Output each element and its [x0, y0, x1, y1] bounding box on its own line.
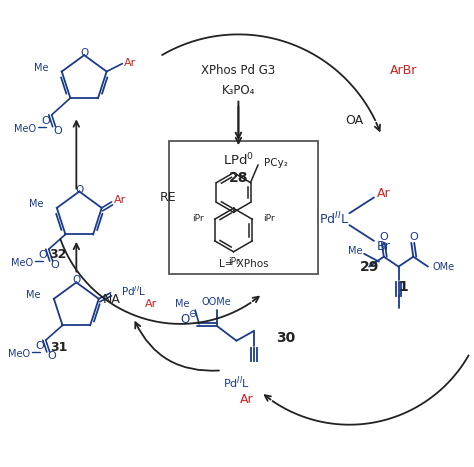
- Text: O: O: [53, 126, 62, 135]
- Text: O: O: [72, 276, 81, 285]
- Text: Pd$^{II}$L: Pd$^{II}$L: [223, 375, 250, 391]
- Text: Ar: Ar: [239, 392, 253, 405]
- Text: iPr: iPr: [228, 257, 239, 266]
- Text: Br: Br: [377, 241, 391, 253]
- Text: Ar: Ar: [113, 195, 126, 205]
- Text: Me: Me: [28, 199, 43, 209]
- Text: RE: RE: [159, 191, 176, 204]
- Text: Me: Me: [348, 246, 362, 256]
- Text: ArBr: ArBr: [390, 64, 417, 78]
- Text: iPr: iPr: [192, 214, 204, 223]
- Text: 1: 1: [399, 280, 408, 294]
- Text: O: O: [41, 116, 50, 126]
- Text: 28: 28: [228, 170, 248, 184]
- Text: O: O: [181, 313, 190, 326]
- FancyBboxPatch shape: [169, 141, 318, 274]
- Text: Me: Me: [26, 290, 40, 300]
- Text: Pd$^{II}$L: Pd$^{II}$L: [319, 211, 349, 227]
- Text: O: O: [36, 341, 44, 351]
- Text: K₃PO₄: K₃PO₄: [222, 84, 255, 97]
- Text: 29: 29: [359, 260, 379, 274]
- Text: O: O: [38, 250, 47, 260]
- Text: NA: NA: [103, 293, 121, 306]
- Text: ⊖: ⊖: [188, 309, 196, 319]
- Text: MeO: MeO: [11, 258, 33, 268]
- Text: Me: Me: [34, 63, 48, 72]
- Text: Ar: Ar: [145, 299, 157, 309]
- Text: 32: 32: [49, 248, 66, 261]
- Text: MeO: MeO: [14, 124, 36, 134]
- Text: LPd$^0$: LPd$^0$: [223, 152, 254, 168]
- Text: Ar: Ar: [124, 57, 137, 68]
- Text: PCy₂: PCy₂: [264, 158, 288, 168]
- Text: O: O: [80, 48, 88, 58]
- Text: OOMe: OOMe: [202, 297, 232, 307]
- Text: O: O: [409, 232, 418, 242]
- Text: O: O: [379, 232, 388, 242]
- Text: 30: 30: [276, 331, 295, 345]
- Text: Pd$^{II}$L: Pd$^{II}$L: [120, 284, 146, 298]
- Text: 31: 31: [50, 341, 67, 354]
- Text: iPr: iPr: [263, 214, 274, 223]
- Text: Ar: Ar: [377, 187, 391, 200]
- Text: L= XPhos: L= XPhos: [219, 259, 268, 269]
- Text: OMe: OMe: [433, 262, 455, 272]
- Text: OA: OA: [345, 114, 364, 127]
- Text: MeO: MeO: [8, 349, 30, 359]
- Text: O: O: [75, 184, 83, 195]
- Text: Me: Me: [175, 299, 189, 309]
- Text: O: O: [50, 260, 59, 270]
- Text: O: O: [47, 351, 56, 361]
- Text: XPhos Pd G3: XPhos Pd G3: [201, 64, 275, 78]
